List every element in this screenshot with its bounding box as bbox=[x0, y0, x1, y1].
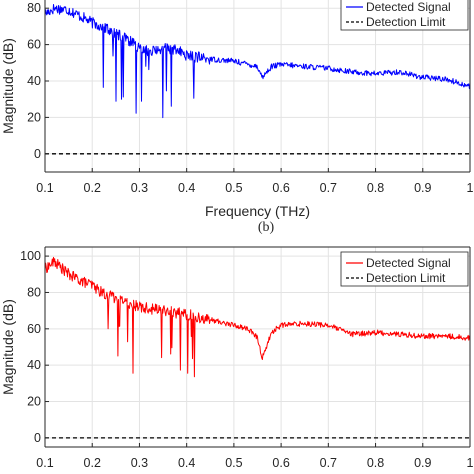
y-tick-label: 40 bbox=[27, 358, 41, 372]
x-tick-label: 0.9 bbox=[414, 181, 431, 195]
x-axis-title: Frequency (THz) bbox=[205, 203, 310, 219]
x-tick-label: 0.1 bbox=[36, 181, 53, 195]
legend-label: Detected Signal bbox=[366, 256, 451, 270]
x-tick-label: 0.5 bbox=[225, 456, 242, 470]
x-tick-label: 0.4 bbox=[178, 181, 195, 195]
x-tick-label: 0.3 bbox=[131, 181, 148, 195]
x-tick-label: 0.8 bbox=[367, 181, 384, 195]
y-tick-label: 0 bbox=[34, 431, 41, 445]
x-tick-label: 0.6 bbox=[272, 456, 289, 470]
y-tick-label: 40 bbox=[27, 74, 41, 88]
x-tick-label: 0.2 bbox=[84, 181, 101, 195]
x-tick-label: 0.1 bbox=[36, 456, 53, 470]
x-tick-label: 0.7 bbox=[320, 181, 337, 195]
y-tick-label: 100 bbox=[20, 249, 41, 263]
legend-box bbox=[340, 251, 469, 287]
y-tick-label: 80 bbox=[27, 285, 41, 299]
legend-label: Detection Limit bbox=[366, 15, 446, 29]
y-tick-label: 20 bbox=[27, 395, 41, 409]
x-tick-label: 0.3 bbox=[131, 456, 148, 470]
y-tick-label: 60 bbox=[27, 38, 41, 52]
y-tick-label: 0 bbox=[34, 147, 41, 161]
panel-caption-b: (b) bbox=[258, 220, 275, 235]
x-tick-label: 1 bbox=[467, 181, 474, 195]
series-line-detected-signal bbox=[45, 256, 470, 378]
x-tick-label: 0.8 bbox=[367, 456, 384, 470]
y-tick-label: 80 bbox=[27, 1, 41, 15]
x-tick-label: 1 bbox=[467, 456, 474, 470]
y-tick-label: 60 bbox=[27, 322, 41, 336]
legend-label: Detection Limit bbox=[366, 271, 446, 285]
y-axis-title: Magnitude (dB) bbox=[0, 299, 16, 395]
x-tick-label: 0.6 bbox=[272, 181, 289, 195]
legend-label: Detected Signal bbox=[366, 0, 451, 14]
x-tick-label: 0.2 bbox=[84, 456, 101, 470]
x-tick-label: 0.7 bbox=[320, 456, 337, 470]
y-tick-label: 20 bbox=[27, 110, 41, 124]
chart-panel-bottom: 0.1 0.2 0.3 0.4 0.5 0.6 0.7 0.8 0.9 1 0 20 40 60 80 100… bbox=[0, 246, 474, 470]
chart-panel-top: 0.1 0.2 0.3 0.4 0.5 0.6 0.7 0.8 0.9 1 0 20 40 60 80 Fre… bbox=[0, 0, 474, 219]
x-tick-label: 0.9 bbox=[414, 456, 431, 470]
y-axis-title: Magnitude (dB) bbox=[0, 38, 16, 134]
legend-box bbox=[340, 0, 469, 31]
x-tick-label: 0.5 bbox=[225, 181, 242, 195]
series-line-detected-signal bbox=[45, 4, 470, 119]
x-tick-label: 0.4 bbox=[178, 456, 195, 470]
